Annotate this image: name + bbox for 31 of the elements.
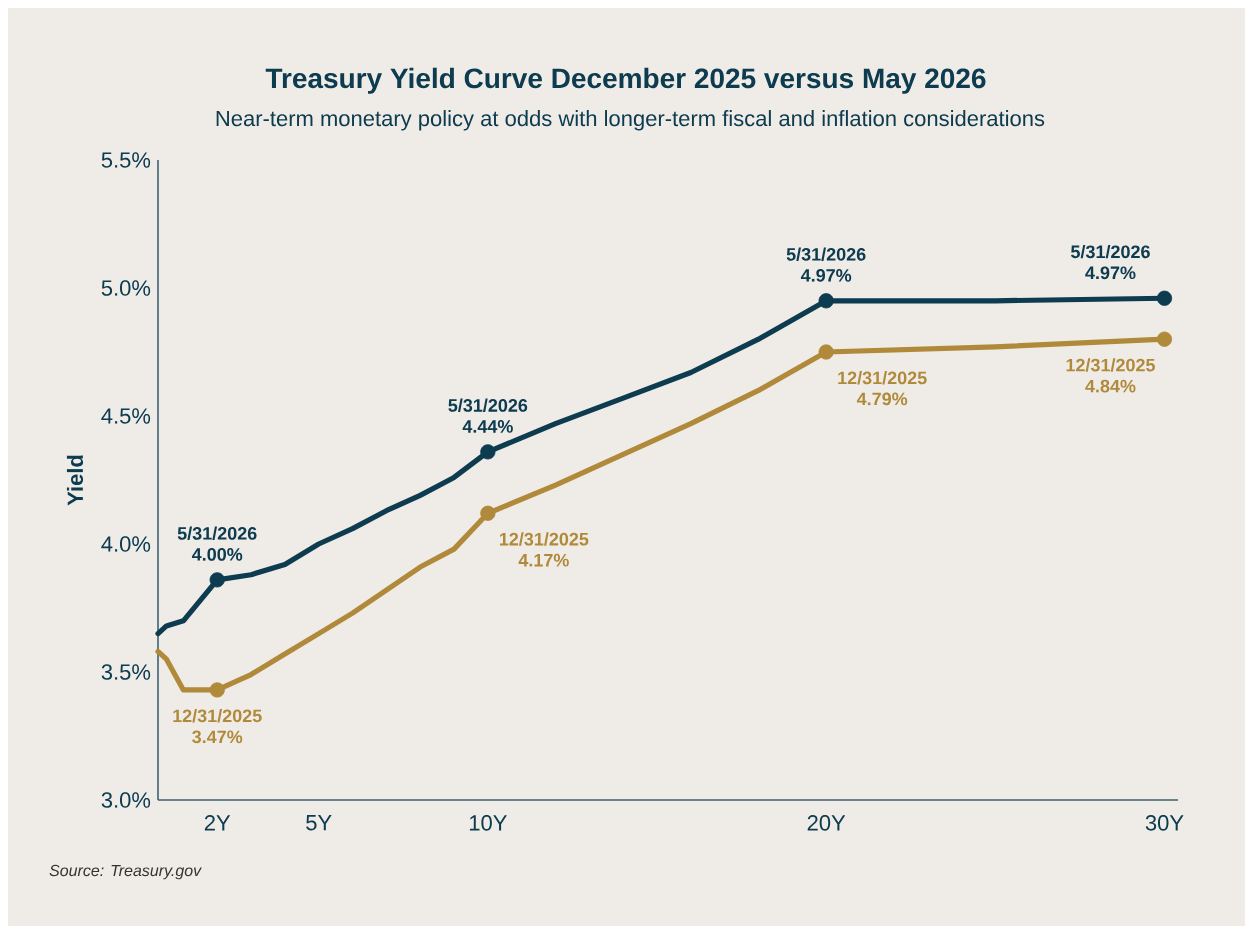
source-note: Source: Treasury.gov — [49, 864, 202, 880]
point — [818, 344, 834, 360]
y-tick-label: 4.5% — [101, 408, 151, 424]
y-tick-label: 5.5% — [101, 152, 151, 168]
point — [480, 505, 496, 521]
annotation: 12/31/2025 4.79% — [838, 371, 927, 406]
x-tick-label: 2Y — [204, 815, 231, 831]
x-tick-label: 20Y — [807, 815, 846, 831]
point — [480, 444, 496, 460]
annotation: 12/31/2025 4.84% — [1066, 358, 1155, 393]
chart-title: Treasury Yield Curve December 2025 versus May 2026 — [265, 67, 986, 94]
point — [209, 682, 225, 698]
annotation: 5/31/2026 4.44% — [448, 398, 528, 433]
x-tick-label: 10Y — [469, 815, 507, 831]
y-tick-label: 5.0% — [101, 280, 151, 296]
y-axis-title: Yield — [66, 455, 84, 506]
y-tick-label: 4.0% — [101, 536, 151, 552]
annotation: 12/31/2025 4.17% — [499, 532, 589, 567]
annotation: 5/31/2026 4.97% — [1071, 244, 1150, 280]
annotation: 12/31/2025 3.47% — [173, 708, 262, 744]
point — [1156, 331, 1173, 347]
annotation: 5/31/2026 4.00% — [177, 526, 257, 561]
point — [209, 572, 225, 588]
point — [818, 293, 834, 309]
x-tick-label: 5Y — [306, 815, 332, 831]
y-tick-label: 3.5% — [101, 664, 151, 680]
x-tick-label: 30Y — [1145, 815, 1184, 831]
annotation: 5/31/2026 4.97% — [786, 247, 866, 282]
y-tick-label: 3.0% — [101, 792, 151, 808]
point — [1156, 290, 1173, 306]
chart-subtitle: Near-term monetary policy at odds with longer-term fiscal and inflation considerations — [216, 110, 1045, 131]
